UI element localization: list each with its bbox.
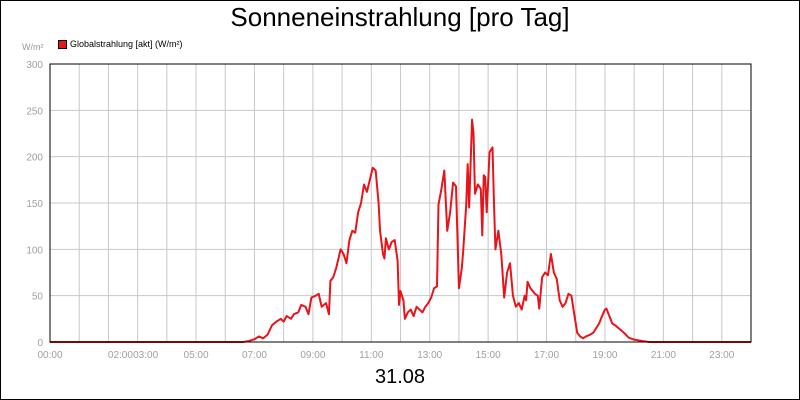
- chart-title: Sonneneinstrahlung [pro Tag]: [230, 2, 570, 32]
- date-label: 31.08: [374, 366, 426, 388]
- y-tick-label: 50: [32, 292, 44, 303]
- x-tick-label: 17:00: [534, 350, 559, 361]
- legend-swatch: [58, 39, 67, 49]
- x-tick-label: 21:00: [651, 350, 676, 361]
- x-tick-labels: 00:00 02:00 03:00 05:00 07:00 09:00 11:00 13:00…: [37, 350, 734, 361]
- y-tick-labels: 0 50 100 150 200 250 300: [26, 60, 43, 349]
- x-tick-label: 11:00: [359, 350, 384, 361]
- legend-label: Globalstrahlung [akt] (W/m²): [70, 39, 183, 49]
- y-unit-label: W/m²: [22, 42, 44, 52]
- x-tick-label: 07:00: [242, 350, 267, 361]
- x-tick-label: 00:00: [37, 350, 62, 361]
- series-line-globalstrahlung: [50, 118, 751, 343]
- x-tick-label: 05:00: [184, 350, 209, 361]
- x-tick-label: 02:00: [108, 350, 133, 361]
- y-tick-label: 200: [26, 153, 43, 164]
- y-tick-label: 150: [26, 199, 43, 210]
- y-tick-label: 250: [26, 106, 43, 117]
- x-tick-label: 03:00: [133, 350, 158, 361]
- x-tick-label: 13:00: [417, 350, 442, 361]
- legend: Globalstrahlung [akt] (W/m²): [58, 39, 183, 49]
- x-tick-label: 19:00: [592, 350, 617, 361]
- x-tick-label: 15:00: [476, 350, 501, 361]
- x-tick-label: 09:00: [300, 350, 325, 361]
- y-tick-label: 300: [26, 60, 43, 71]
- x-tick-label: 23:00: [709, 350, 734, 361]
- plot-border: [49, 63, 752, 343]
- y-tick-label: 100: [26, 245, 43, 256]
- y-tick-label: 0: [37, 338, 43, 349]
- series-lines: [50, 118, 751, 343]
